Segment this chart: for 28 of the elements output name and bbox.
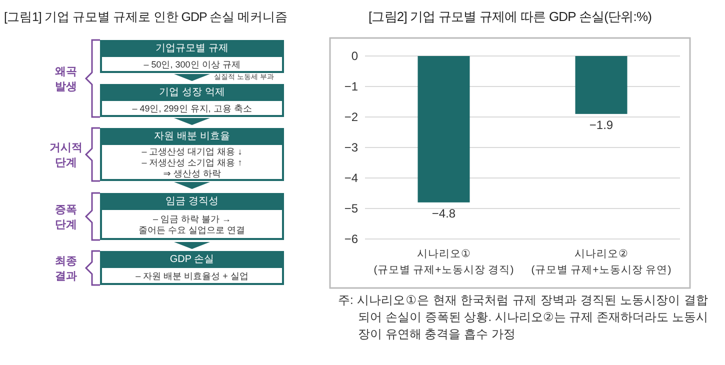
data-label: −1.9 xyxy=(589,118,614,132)
text: 임금 경직성 xyxy=(166,196,218,207)
x-tick-label: 시나리오② (규모별 규제+노동시장 유연) xyxy=(531,248,672,276)
text: 증폭 단계 xyxy=(55,204,77,231)
x-tick-label: 시나리오① (규모별 규제+노동시장 경직) xyxy=(374,248,514,276)
text: – 임금 하락 불가 → 줄어든 수요 실업으로 연결 xyxy=(138,214,246,235)
text: – 50인, 300인 이상 규제 xyxy=(144,60,240,70)
data-label: −4.8 xyxy=(432,206,456,220)
text: – 고생산성 대기업 채용 ↓ – 저생산성 소기업 채용 ↑ ⇒ 생산성 하락 xyxy=(142,146,242,178)
y-tick-label: −1 xyxy=(344,80,358,94)
chart-title: [그림2] 기업 규모별 규제에 따른 GDP 손실(단위:%) xyxy=(368,9,652,24)
y-tick-label: −6 xyxy=(344,232,358,246)
y-tick-label: −2 xyxy=(344,110,358,124)
text: – 자원 배분 비효율성 + 실업 xyxy=(136,271,248,281)
text: – 49인, 299인 유지, 고용 축소 xyxy=(132,104,252,114)
text: 기업규모별 규제 xyxy=(156,43,228,54)
text: [그림1] 기업 규모별 규제로 인한 GDP 손실 메커니즘 xyxy=(4,10,288,24)
y-tick-label: −4 xyxy=(344,171,358,185)
y-tick-label: −3 xyxy=(344,140,358,154)
text: 자원 배분 비효율 xyxy=(154,131,230,142)
text: 왜곡 발생 xyxy=(55,66,77,93)
text: 최종 결과 xyxy=(55,256,77,282)
text: 주: 시나리오①은 현재 한국처럼 규제 장벽과 경직된 노동시장이 결합되어 손실이 증폭된 상황. 시나리오②는 규제 존재하더라도 노동시장이 유연해 충격을 흡수 가정 xyxy=(338,292,708,343)
text: 거시적 단계 xyxy=(50,142,82,169)
text: GDP 손실 xyxy=(170,254,214,265)
text: 기업 성장 억제 xyxy=(159,87,225,98)
y-tick-label: 0 xyxy=(351,49,358,63)
y-tick-label: −5 xyxy=(344,202,358,216)
